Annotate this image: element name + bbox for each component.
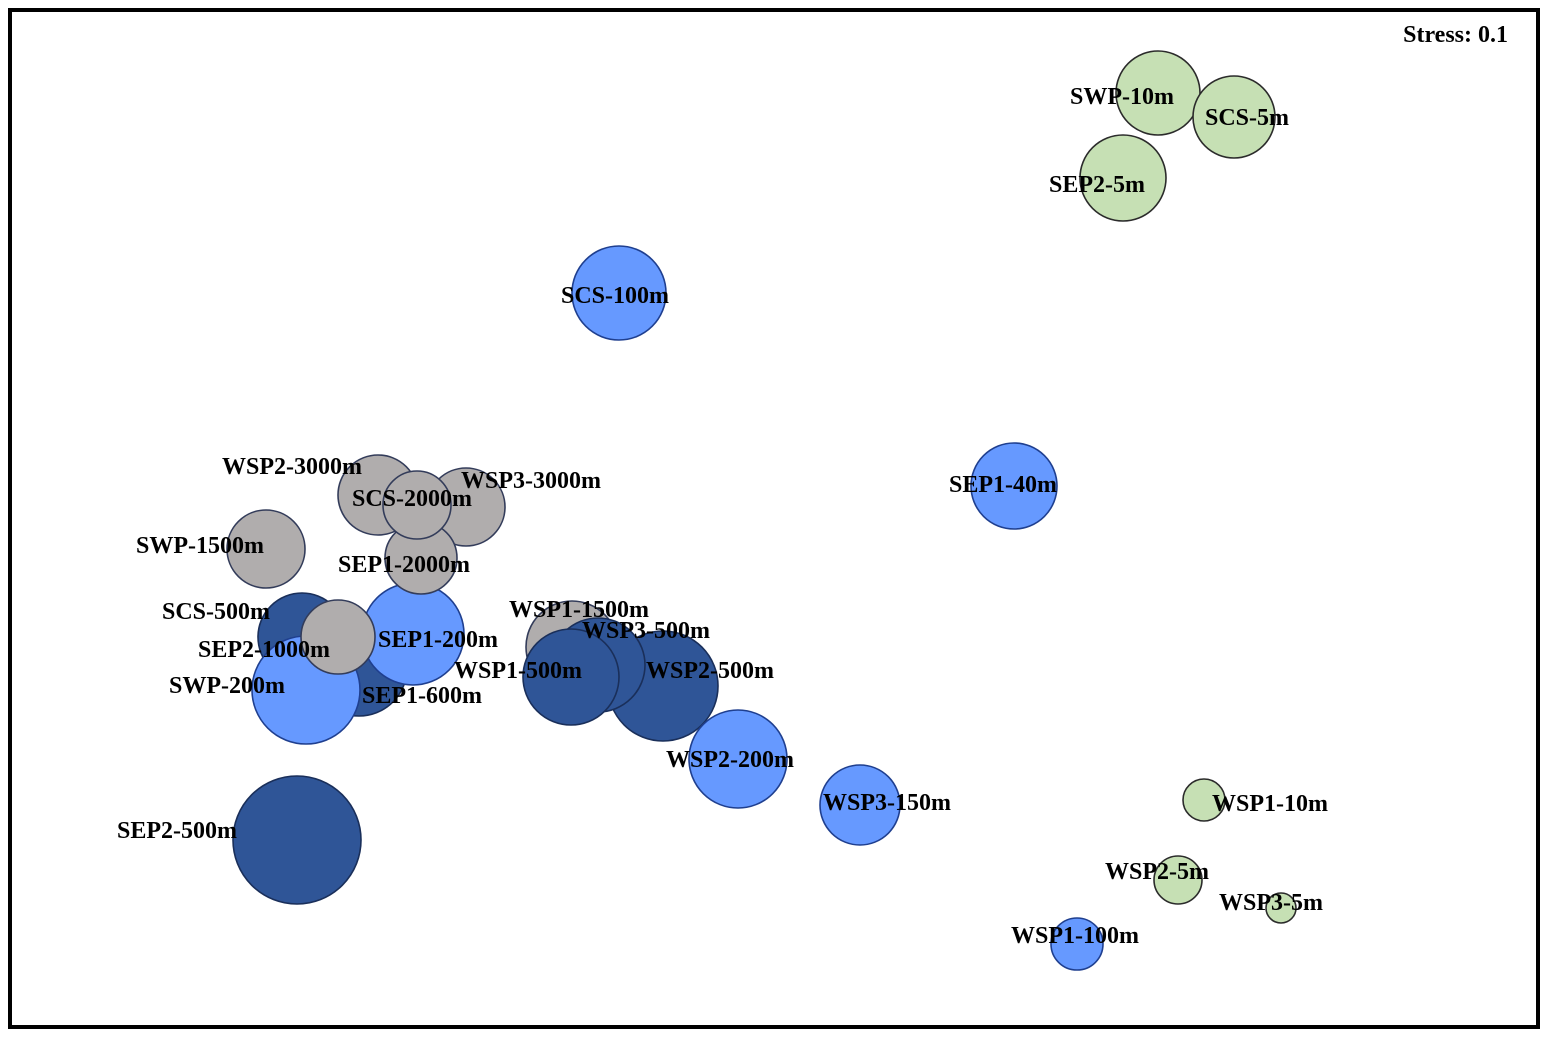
point-label-wsp1-10m: WSP1-10m — [1212, 791, 1328, 817]
point-label-wsp3-5m: WSP3-5m — [1219, 890, 1323, 916]
bubble-swp-1500m — [226, 509, 306, 589]
bubble-scs-100m — [571, 245, 667, 341]
stress-annotation: Stress: 0.1 — [1403, 22, 1508, 48]
point-label-sep1-200m: SEP1-200m — [378, 627, 498, 653]
bubble-scs-2000m — [382, 470, 452, 540]
point-label-wsp2-500m: WSP2-500m — [646, 658, 774, 684]
point-label-sep2-500m: SEP2-500m — [117, 818, 237, 844]
bubble-sep2-5m — [1079, 134, 1167, 222]
point-label-scs-500m: SCS-500m — [162, 599, 270, 625]
bubble-sep2-500m — [232, 775, 362, 905]
bubble-wsp3-150m — [819, 764, 901, 846]
bubble-layer — [226, 50, 1297, 971]
point-label-wsp3-500m: WSP3-500m — [582, 618, 710, 644]
point-label-swp-1500m: SWP-1500m — [136, 533, 264, 559]
point-label-swp-10m: SWP-10m — [1070, 84, 1174, 110]
bubble-sep2-1000m — [300, 599, 376, 675]
bubble-wsp1-500m — [522, 628, 620, 726]
point-label-sep2-1000m: SEP2-1000m — [198, 637, 330, 663]
bubble-scs-5m — [1192, 75, 1276, 159]
bubble-wsp1-10m — [1182, 778, 1226, 822]
point-label-swp-200m: SWP-200m — [169, 673, 285, 699]
point-label-wsp1-1500m: WSP1-1500m — [509, 597, 649, 623]
bubble-sep1-40m — [970, 442, 1058, 530]
bubble-wsp2-200m — [688, 709, 788, 809]
point-label-wsp2-200m: WSP2-200m — [666, 747, 794, 773]
point-label-wsp3-3000m: WSP3-3000m — [461, 468, 601, 494]
point-label-sep2-5m: SEP2-5m — [1049, 172, 1145, 198]
point-label-wsp1-100m: WSP1-100m — [1011, 923, 1139, 949]
point-label-scs-100m: SCS-100m — [561, 283, 669, 309]
point-label-wsp3-150m: WSP3-150m — [823, 790, 951, 816]
bubble-wsp3-5m — [1265, 892, 1297, 924]
point-label-sep1-2000m: SEP1-2000m — [338, 552, 470, 578]
bubble-wsp1-100m — [1050, 917, 1104, 971]
point-label-sep1-600m: SEP1-600m — [362, 683, 482, 709]
point-label-sep1-40m: SEP1-40m — [949, 472, 1057, 498]
bubble-wsp2-5m — [1153, 855, 1203, 905]
point-label-scs-2000m: SCS-2000m — [352, 486, 472, 512]
point-label-wsp2-5m: WSP2-5m — [1105, 859, 1209, 885]
point-label-wsp1-500m: WSP1-500m — [454, 658, 582, 684]
point-label-scs-5m: SCS-5m — [1205, 105, 1289, 131]
point-label-wsp2-3000m: WSP2-3000m — [222, 454, 362, 480]
label-layer: SEP2-500m SCS-500m SEP1-600m SEP1-200m SWP-2… — [117, 84, 1328, 949]
